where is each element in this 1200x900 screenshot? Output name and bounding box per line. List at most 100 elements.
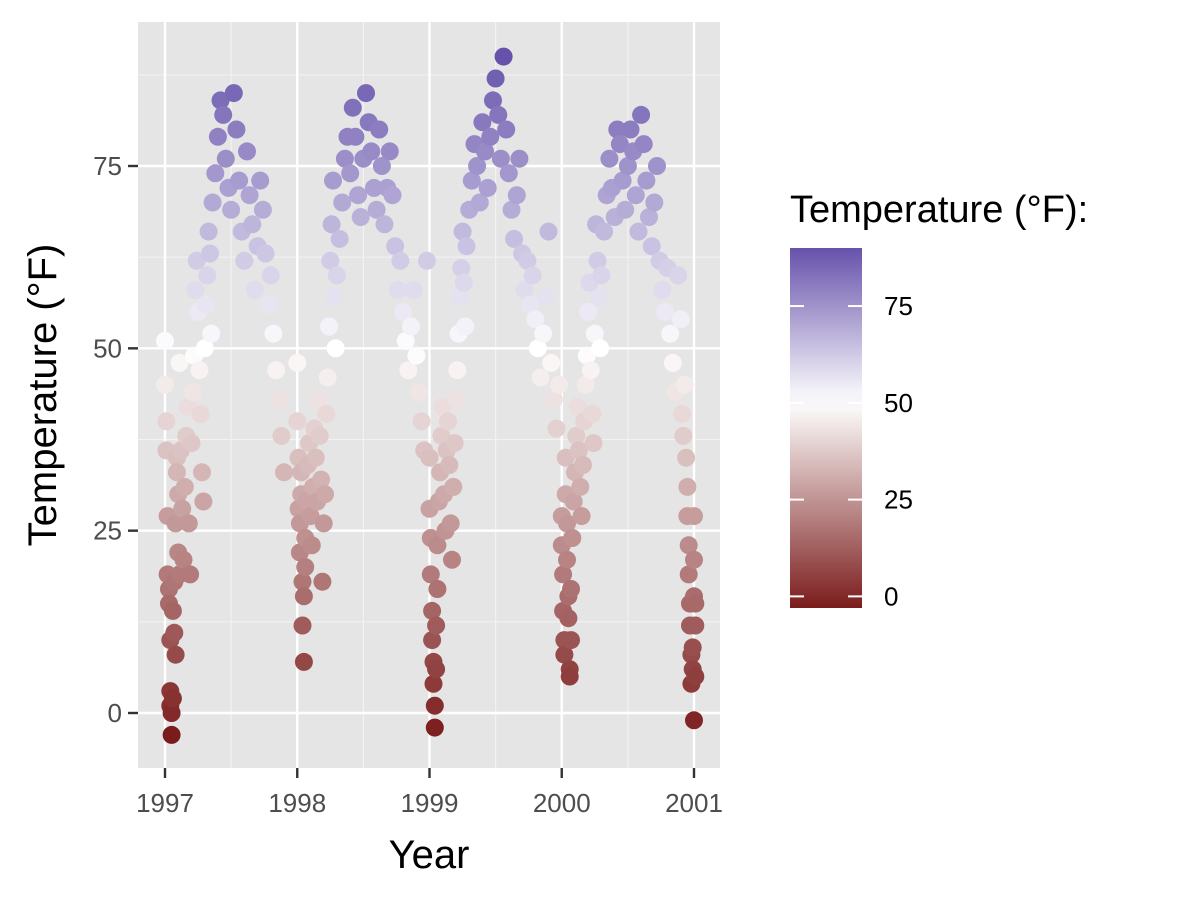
data-point [208,127,227,146]
data-point [621,120,640,139]
data-point [534,324,553,343]
data-point [370,120,389,139]
data-point [683,638,702,657]
data-point [556,448,575,467]
data-point [544,390,563,409]
data-point [499,164,518,183]
data-point [404,281,423,299]
data-point [675,375,694,394]
data-point [454,273,473,292]
data-point [473,113,492,132]
data-point [674,426,693,445]
data-point [563,529,582,547]
data-point [230,171,249,190]
data-point [677,448,696,467]
data-point [663,353,682,372]
x-axis-title: Year [389,833,470,877]
data-point [425,718,444,737]
data-point [648,157,666,175]
data-point [166,514,185,533]
data-point [423,601,442,620]
data-point [491,149,510,168]
data-point [457,237,476,256]
data-point [539,222,558,241]
data-point [372,157,391,175]
x-tick-label: 1997 [136,788,194,818]
data-point [448,361,467,380]
data-point [346,127,365,146]
data-point [494,47,513,66]
data-point [428,536,447,555]
data-point [199,222,218,241]
data-point [476,142,494,161]
x-tick-label: 1998 [268,788,326,818]
data-point [294,652,313,671]
data-point [518,251,537,270]
data-point [388,281,407,299]
data-point [441,514,460,533]
y-axis: 0 25 50 75 [93,151,138,728]
data-point [325,288,344,307]
data-point [486,69,505,88]
data-point [178,397,197,416]
data-point [264,324,283,343]
data-point [293,572,312,591]
data-point [267,361,286,380]
legend-title: Temperature (°F): [790,189,1088,231]
data-point [440,456,459,474]
data-point [468,157,487,175]
legend-ticks: 0 25 50 75 [790,291,913,611]
data-point [182,434,201,453]
data-point [320,317,338,336]
data-point [238,142,256,161]
data-point [245,281,264,299]
data-point [645,193,664,212]
data-point [452,259,471,278]
data-point [420,448,439,467]
data-point [569,441,588,460]
data-point [175,477,194,496]
data-point [235,251,254,270]
data-point [272,426,291,445]
data-point [515,281,534,299]
data-point [505,229,524,248]
x-axis: 1997 1998 1999 2000 2001 [136,768,723,818]
data-point [450,288,469,307]
data-point [317,405,336,423]
data-point [293,616,312,635]
data-point [365,178,383,197]
data-point [571,477,590,496]
data-point [227,120,246,139]
data-point [259,295,278,314]
data-point [391,251,410,270]
data-point [243,215,262,234]
data-point [310,426,329,445]
data-point [618,157,637,175]
data-point [181,565,200,584]
data-point [167,463,186,482]
data-point [616,200,635,219]
data-point [439,412,457,431]
data-point [560,667,579,686]
data-point [536,288,555,307]
data-point [335,149,354,168]
data-point [671,310,690,329]
data-point [445,434,464,453]
data-point [301,507,320,526]
data-point [251,171,270,190]
data-point [222,200,241,219]
data-point [341,164,360,183]
data-point [653,281,672,299]
data-point [197,295,215,314]
data-point [686,616,705,635]
color-legend: Temperature (°F): 0 25 50 75 [790,189,1088,611]
data-point [309,390,328,409]
data-point [165,623,184,642]
data-point [351,208,370,227]
data-point [523,266,542,285]
data-point [383,186,402,205]
data-point [685,711,703,730]
data-point [357,84,375,103]
data-point [577,346,596,365]
data-point [306,448,325,467]
